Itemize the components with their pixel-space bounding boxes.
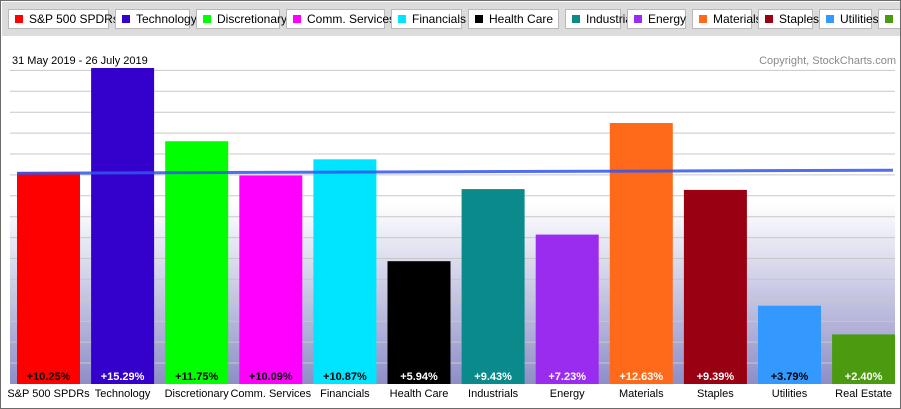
reference-line-group: [16, 168, 894, 175]
legend-item[interactable]: S&P 500 SPDRs: [8, 9, 119, 29]
legend-item[interactable]: Staples: [758, 9, 819, 29]
legend-swatch: [826, 15, 834, 23]
category-label: Financials: [320, 388, 370, 400]
legend-label: Staples: [779, 12, 820, 26]
legend-label: Utilities: [840, 12, 879, 26]
legend-item[interactable]: R: [878, 9, 900, 29]
bar: [758, 305, 821, 384]
date-range: 31 May 2019 - 26 July 2019: [12, 55, 148, 67]
category-label: Utilities: [772, 388, 808, 400]
legend-label: S&P 500 SPDRs: [29, 12, 119, 26]
bar-value-label: +15.29%: [101, 371, 145, 383]
copyright-notice: Copyright, StockCharts.com: [759, 55, 896, 67]
legend-swatch: [398, 15, 406, 23]
bar-value-label: +12.63%: [619, 371, 663, 383]
legend-item[interactable]: Energy: [627, 9, 686, 29]
legend-swatch: [15, 15, 23, 23]
legend-item[interactable]: Health Care: [468, 9, 559, 29]
legend-item[interactable]: Technology: [115, 9, 197, 29]
legend-item[interactable]: Materials: [692, 9, 762, 29]
bar-value-label: +9.43%: [474, 371, 512, 383]
gridlines: [10, 69, 895, 364]
legend-label: Discretionary: [217, 12, 288, 26]
bar: [17, 172, 80, 384]
bar-value-label: +10.25%: [27, 371, 71, 383]
bar: [313, 159, 377, 384]
legend: S&P 500 SPDRs Technology Discretionary Comm…: [2, 2, 900, 36]
legend-label: Technology: [136, 12, 197, 26]
bar: [239, 175, 303, 384]
legend-swatch: [203, 15, 211, 23]
legend-label: Comm. Services: [307, 12, 396, 26]
bars: [17, 68, 896, 384]
bar-value-label: +7.23%: [548, 371, 586, 383]
legend-swatch: [293, 15, 301, 23]
legend-label: Financials: [412, 12, 467, 26]
category-label: S&P 500 SPDRs: [7, 388, 90, 400]
category-label: Industrials: [468, 388, 519, 400]
bar-value-label: +2.40%: [845, 371, 883, 383]
category-label: Staples: [697, 388, 734, 400]
bar: [165, 141, 229, 384]
legend-swatch: [634, 15, 642, 23]
plot-area: [10, 56, 895, 384]
bar-value-label: +10.87%: [323, 371, 367, 383]
value-labels: +10.25% +15.29% +11.75% +10.09% +10.87% +5.94…: [27, 371, 883, 383]
category-label: Energy: [550, 388, 585, 400]
legend-swatch: [765, 15, 773, 23]
category-label: Materials: [619, 388, 664, 400]
legend-label: R: [899, 12, 900, 26]
bar: [832, 334, 896, 384]
legend-swatch: [122, 15, 130, 23]
category-labels: S&P 500 SPDRs Technology Discretionary Comm…: [7, 388, 892, 400]
legend-swatch: [572, 15, 580, 23]
bar: [535, 234, 599, 384]
bar: [609, 123, 673, 384]
legend-label: Health Care: [489, 12, 554, 26]
bar-value-label: +11.75%: [175, 371, 218, 383]
category-label: Comm. Services: [230, 388, 311, 400]
bar: [91, 68, 155, 384]
legend-item[interactable]: Financials: [391, 9, 466, 29]
legend-swatch: [699, 15, 707, 23]
reference-line: [16, 168, 894, 175]
legend-swatch: [885, 15, 893, 23]
bar-value-label: +10.09%: [249, 371, 293, 383]
legend-item[interactable]: Discretionary: [196, 9, 287, 29]
legend-label: Materials: [713, 12, 762, 26]
legend-label: Energy: [648, 12, 687, 26]
category-label: Real Estate: [835, 388, 892, 400]
bar: [387, 261, 451, 384]
legend-swatch: [475, 15, 483, 23]
category-label: Health Care: [390, 388, 449, 400]
legend-item[interactable]: Utilities: [819, 9, 879, 29]
bar: [461, 189, 525, 384]
bar: [683, 189, 747, 384]
bar-value-label: +9.39%: [697, 371, 735, 383]
bar-value-label: +3.79%: [771, 371, 809, 383]
bar-value-label: +5.94%: [400, 371, 438, 383]
legend-item[interactable]: Comm. Services: [286, 9, 395, 29]
category-label: Technology: [95, 388, 151, 400]
category-label: Discretionary: [165, 388, 230, 400]
